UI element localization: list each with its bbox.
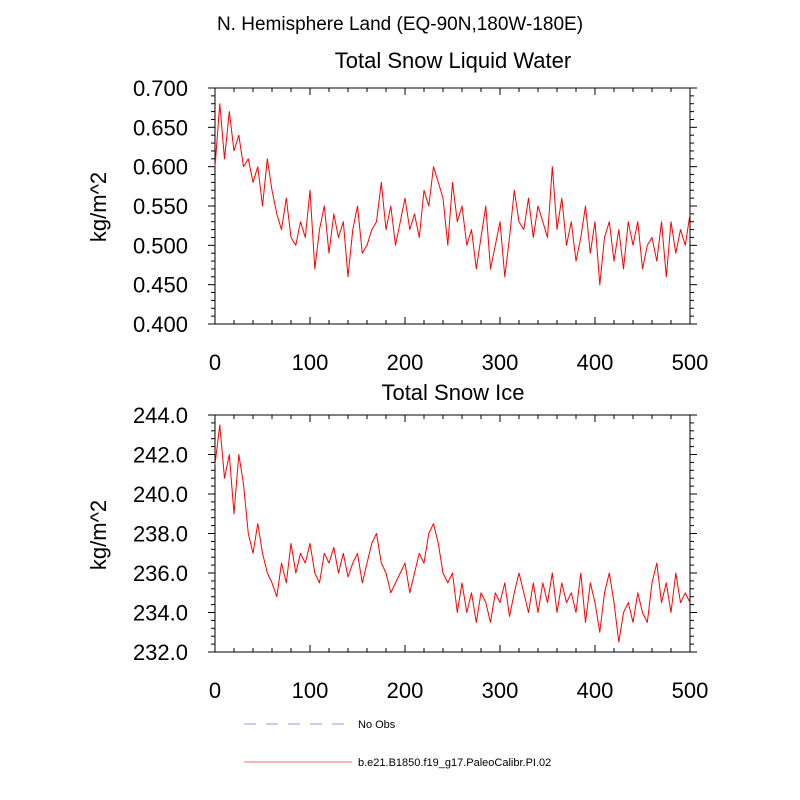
y-tick-label: 0.450	[133, 273, 188, 298]
x-tick-label: 200	[387, 350, 424, 375]
plot-frame	[214, 414, 691, 653]
series-line	[214, 103, 691, 286]
legend: No Obs b.e21.B1850.f19_g17.PaleoCalibr.P…	[244, 719, 551, 769]
legend-label-model: b.e21.B1850.f19_g17.PaleoCalibr.PI.02	[358, 757, 551, 769]
y-tick-label: 238.0	[133, 522, 188, 547]
y-tick-label: 0.550	[133, 194, 188, 219]
y-tick-label: 0.400	[133, 312, 188, 337]
x-tick-label: 400	[577, 678, 614, 703]
plot-frame	[214, 87, 691, 325]
y-tick-label: 244.0	[133, 403, 188, 428]
y-tick-label: 0.500	[133, 233, 188, 258]
panel-snow-liquid-water: Total Snow Liquid Water kg/m^2 0 100 200 30…	[86, 48, 708, 375]
x-tick-label: 100	[292, 678, 329, 703]
y-tick-label: 240.0	[133, 482, 188, 507]
panel-snow-ice: Total Snow Ice kg/m^2 0 100 200 300 400 500 23…	[86, 380, 708, 703]
y-tick-label: 232.0	[133, 640, 188, 665]
y-tick-label: 0.700	[133, 76, 188, 101]
y-tick-label: 0.650	[133, 115, 188, 140]
legend-label-no-obs: No Obs	[358, 719, 396, 731]
x-tick-label: 300	[482, 678, 519, 703]
y-tick-label: 0.600	[133, 155, 188, 180]
x-tick-label: 300	[482, 350, 519, 375]
x-tick-label: 200	[387, 678, 424, 703]
y-tick-label: 236.0	[133, 561, 188, 586]
x-tick-label: 100	[292, 350, 329, 375]
figure-title: N. Hemisphere Land (EQ-90N,180W-180E)	[217, 14, 583, 35]
y-axis-label: kg/m^2	[86, 172, 111, 242]
x-tick-label: 400	[577, 350, 614, 375]
x-tick-label: 500	[672, 350, 709, 375]
y-tick-label: 242.0	[133, 443, 188, 468]
plot-area: 0 100 200 300 400 500 0.400 0.450 0.500 0.550 0.60…	[133, 76, 708, 375]
y-axis-label: kg/m^2	[86, 500, 111, 570]
plot-area: 0 100 200 300 400 500 232.0 234.0 236.0 238.0 240.…	[133, 403, 708, 703]
x-tick-label: 500	[672, 678, 709, 703]
x-tick-label: 0	[209, 678, 221, 703]
x-tick-label: 0	[209, 350, 221, 375]
panel-title: Total Snow Ice	[381, 380, 524, 405]
series-line	[214, 424, 691, 643]
panel-title: Total Snow Liquid Water	[335, 48, 571, 73]
y-tick-label: 234.0	[133, 601, 188, 626]
